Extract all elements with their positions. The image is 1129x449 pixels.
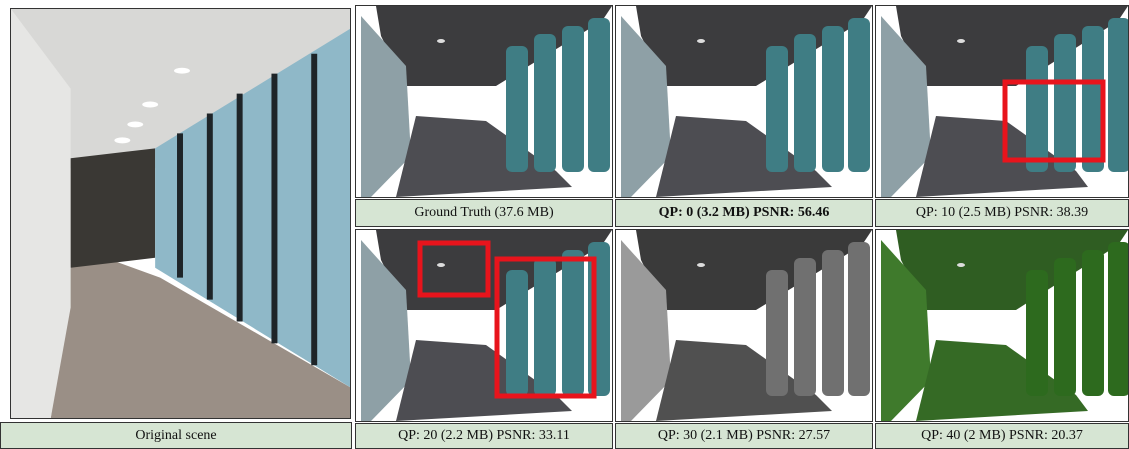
- panel: [1026, 270, 1048, 396]
- panel: [534, 258, 556, 396]
- floor: [396, 116, 572, 197]
- panel: [1054, 258, 1076, 396]
- image: [11, 9, 350, 418]
- left-wall: [881, 240, 931, 421]
- floor: [50, 257, 350, 418]
- light: [174, 67, 190, 74]
- render: [355, 5, 613, 198]
- image: [361, 230, 612, 421]
- ceiling: [636, 230, 872, 310]
- panel: [822, 250, 844, 396]
- glass-wall: [155, 28, 350, 388]
- floor: [656, 340, 832, 421]
- caption: QP: 10 (2.5 MB) PSNR: 38.39: [875, 199, 1129, 227]
- corridor-end: [70, 148, 156, 268]
- light: [957, 39, 965, 43]
- image: [361, 6, 612, 197]
- panel: [848, 242, 870, 396]
- floor: [656, 116, 832, 197]
- floor: [396, 340, 572, 421]
- panel: [562, 250, 584, 396]
- floor: [916, 340, 1088, 421]
- image: [621, 230, 872, 421]
- caption: Ground Truth (37.6 MB): [355, 199, 613, 227]
- panel: [794, 34, 816, 172]
- light: [142, 101, 159, 108]
- ceiling: [896, 230, 1128, 310]
- panel: [588, 242, 610, 396]
- panel: [766, 270, 788, 396]
- light: [127, 121, 144, 128]
- original-photo: [10, 8, 351, 419]
- panel: [1082, 250, 1104, 396]
- floor: [916, 116, 1088, 197]
- render: [875, 229, 1129, 422]
- panel: [506, 270, 528, 396]
- ceiling: [376, 230, 612, 310]
- caption: QP: 20 (2.2 MB) PSNR: 33.11: [355, 423, 613, 449]
- ceiling: [896, 6, 1128, 86]
- panel: [1108, 242, 1128, 396]
- light: [957, 263, 965, 267]
- panel: [848, 18, 870, 172]
- light: [437, 263, 445, 267]
- ceiling: [376, 6, 612, 86]
- left-wall: [881, 16, 931, 197]
- panel: [1026, 46, 1048, 172]
- image: [621, 6, 872, 197]
- render: [355, 229, 613, 422]
- left-wall: [11, 9, 71, 418]
- panel: [766, 46, 788, 172]
- left-wall: [361, 16, 411, 197]
- light: [697, 263, 705, 267]
- render: [615, 229, 873, 422]
- panel: [1108, 18, 1128, 172]
- light: [697, 39, 705, 43]
- image: [881, 230, 1128, 421]
- light: [437, 39, 445, 43]
- left-wall: [621, 240, 671, 421]
- light: [114, 137, 131, 144]
- panel: [506, 46, 528, 172]
- left-wall: [621, 16, 671, 197]
- highlight-box: [494, 256, 597, 399]
- left-wall: [361, 240, 411, 421]
- caption: QP: 40 (2 MB) PSNR: 20.37: [875, 423, 1129, 449]
- panel: [1054, 34, 1076, 172]
- caption: QP: 0 (3.2 MB) PSNR: 56.46: [615, 199, 873, 227]
- render: [615, 5, 873, 198]
- caption: QP: 30 (2.1 MB) PSNR: 27.57: [615, 423, 873, 449]
- highlight-box: [1002, 79, 1106, 163]
- panel: [794, 258, 816, 396]
- panel: [588, 18, 610, 172]
- panel: [1082, 26, 1104, 172]
- panel: [534, 34, 556, 172]
- caption: Original scene: [0, 422, 352, 449]
- ceiling: [636, 6, 872, 86]
- panel: [562, 26, 584, 172]
- highlight-box: [417, 240, 491, 298]
- render: [875, 5, 1129, 198]
- image: [881, 6, 1128, 197]
- panel: [822, 26, 844, 172]
